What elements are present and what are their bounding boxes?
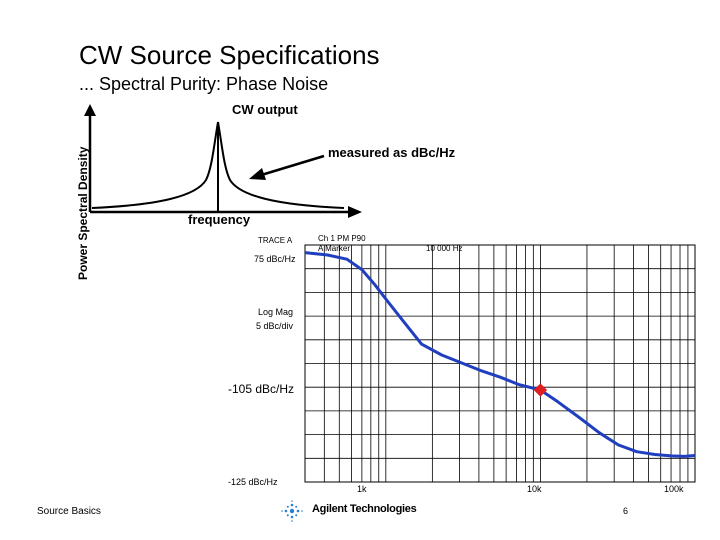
x-tick-label: 1k xyxy=(357,484,367,494)
scale-label: 5 dBc/div xyxy=(256,321,294,331)
diagram-x-arrowhead xyxy=(348,206,362,218)
marker-name-label: A Marker xyxy=(318,244,351,253)
marker-level-label: -105 dBc/Hz xyxy=(228,382,295,396)
company-logo-text: Agilent Technologies xyxy=(312,503,417,515)
x-axis-label: frequency xyxy=(188,212,251,227)
cw-output-label: CW output xyxy=(232,102,298,117)
callout-label: measured as dBc/Hz xyxy=(328,145,456,160)
plot-trace xyxy=(304,251,696,458)
callout-arrowhead xyxy=(249,168,266,180)
noise-skirt-curve xyxy=(91,121,345,209)
callout-arrow xyxy=(257,154,325,178)
plot-grid xyxy=(304,244,696,483)
page-subtitle: ... Spectral Purity: Phase Noise xyxy=(79,74,329,94)
page-number: 6 xyxy=(623,506,629,516)
page-title: CW Source Specifications xyxy=(79,40,380,70)
reference-level-label: 75 dBc/Hz xyxy=(254,254,296,264)
marker-frequency-label: 10 000 Hz xyxy=(426,244,463,253)
footer-source-basics: Source Basics xyxy=(37,506,101,517)
agilent-spark-icon xyxy=(281,500,303,522)
bottom-level-label: -125 dBc/Hz xyxy=(228,477,278,487)
plot-frame xyxy=(304,244,696,483)
trace-label: TRACE A xyxy=(258,236,293,245)
marker-diamond xyxy=(533,383,548,397)
phase-noise-trace xyxy=(304,251,696,458)
diagram-y-arrowhead xyxy=(84,104,96,116)
x-tick-label: 100k xyxy=(664,484,684,494)
x-tick-label: 10k xyxy=(527,484,542,494)
channel-label: Ch 1 PM P90 xyxy=(318,234,366,243)
format-label: Log Mag xyxy=(258,307,294,317)
